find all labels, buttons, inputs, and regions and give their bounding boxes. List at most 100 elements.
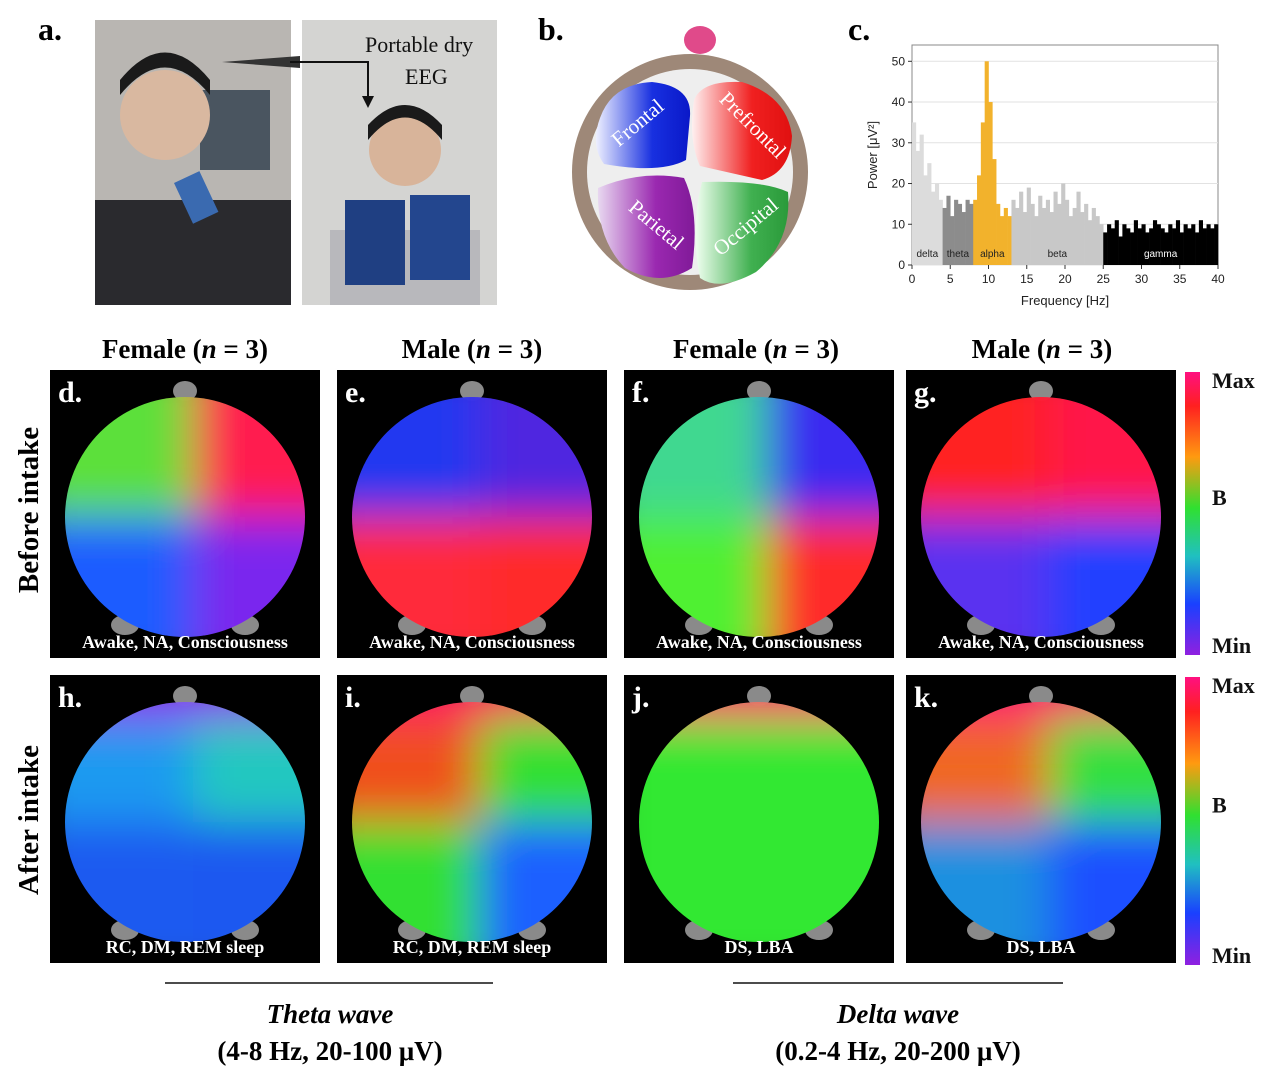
bar [1207, 224, 1211, 265]
topomap: f. Awake, NA, Consciousness [599, 357, 927, 677]
annotation: EEG [405, 64, 448, 89]
bar [1210, 228, 1214, 265]
bar [939, 200, 943, 265]
bar [1080, 212, 1084, 265]
colorbar-label: B [1212, 792, 1227, 817]
wave-name: Theta wave [267, 999, 394, 1029]
wave-detail: (0.2-4 Hz, 20-200 μV) [775, 1036, 1021, 1066]
colorbar: Max B Min [1185, 368, 1255, 658]
bar [1138, 228, 1142, 265]
bar [1038, 196, 1042, 265]
face [120, 70, 210, 160]
x-tick-label: 25 [1097, 272, 1111, 286]
y-tick-label: 10 [892, 217, 906, 231]
panel-label: h. [58, 681, 82, 714]
x-tick-label: 0 [909, 272, 916, 286]
bar [1088, 220, 1092, 265]
bar [981, 122, 985, 265]
bar [1115, 220, 1119, 265]
topomap: e. Awake, NA, Consciousness [312, 357, 640, 677]
bar [1015, 208, 1019, 265]
column-header: Female (n = 3) [102, 334, 268, 364]
state-label: Awake, NA, Consciousness [369, 632, 575, 652]
panel-label: b. [538, 11, 564, 47]
bar [1069, 216, 1073, 265]
panel-label: c. [848, 11, 870, 47]
topomap: k.DS, LBA [881, 662, 1209, 982]
bar [1076, 192, 1080, 265]
panel-label: d. [58, 376, 82, 409]
bar [1019, 192, 1023, 265]
pouch [410, 195, 470, 280]
topomap: j. DS, LBA [599, 662, 927, 982]
column-header: Male (n = 3) [402, 334, 543, 364]
colorbar-label: Max [1212, 673, 1255, 698]
colorbar-label: B [1212, 485, 1227, 510]
photos [95, 20, 497, 305]
bar [1103, 232, 1107, 265]
bar [1119, 236, 1123, 265]
colorbar-label: Min [1212, 943, 1251, 968]
monitor [200, 90, 270, 170]
panel-label: f. [632, 376, 650, 409]
band-label: alpha [980, 249, 1005, 260]
bar [1027, 188, 1031, 265]
panel-label: i. [345, 681, 361, 714]
bar [1099, 224, 1103, 265]
topomap: d. Awake, NA, Consciousness [25, 357, 353, 677]
y-tick-label: 20 [892, 177, 906, 191]
x-tick-label: 10 [982, 272, 996, 286]
state-label: Awake, NA, Consciousness [656, 632, 862, 652]
panel-label: e. [345, 376, 366, 409]
x-tick-label: 40 [1211, 272, 1225, 286]
topomap: h. RC, DM, REM sleep [25, 662, 353, 982]
bar [1187, 228, 1191, 265]
bar [916, 151, 920, 265]
band-label: beta [1048, 249, 1068, 260]
panel-label: a. [38, 11, 62, 47]
bar [1126, 228, 1130, 265]
bar [1034, 216, 1038, 265]
bar [1184, 224, 1188, 265]
bar [1096, 216, 1100, 265]
bar [1130, 232, 1134, 265]
bar [1031, 204, 1035, 265]
bar [912, 122, 916, 265]
bar [1111, 228, 1115, 265]
bar [920, 135, 924, 265]
bar [1042, 208, 1046, 265]
x-axis-label: Frequency [Hz] [1021, 293, 1109, 308]
state-label: DS, LBA [724, 937, 793, 957]
bar [1073, 208, 1077, 265]
bar [1084, 204, 1088, 265]
y-axis-label: Power [μV²] [865, 121, 880, 189]
column-header: Female (n = 3) [673, 334, 839, 364]
state-label: Awake, NA, Consciousness [938, 632, 1144, 652]
state-label: Awake, NA, Consciousness [82, 632, 288, 652]
bar [1214, 224, 1218, 265]
bar [969, 204, 973, 265]
column-header: Male (n = 3) [972, 334, 1113, 364]
bar [985, 61, 989, 265]
band-label: gamma [1144, 249, 1178, 260]
annotation: Portable dry [365, 32, 473, 57]
y-tick-label: 40 [892, 95, 906, 109]
colorbar-label: Min [1212, 633, 1251, 658]
band-label: theta [947, 249, 970, 260]
y-tick-label: 30 [892, 136, 906, 150]
colorbar-label: Max [1212, 368, 1255, 393]
bar [973, 200, 977, 265]
bar [1023, 212, 1027, 265]
panel-label: j. [631, 681, 650, 714]
x-tick-label: 20 [1058, 272, 1072, 286]
topomap: g.Awake, NA, Consciousness [881, 357, 1209, 677]
state-label: RC, DM, REM sleep [106, 937, 264, 957]
state-label: RC, DM, REM sleep [393, 937, 551, 957]
bar [1191, 224, 1195, 265]
x-tick-label: 30 [1135, 272, 1149, 286]
bar [1107, 224, 1111, 265]
y-tick-label: 50 [892, 54, 906, 68]
nose [684, 26, 716, 54]
state-label: DS, LBA [1006, 937, 1075, 957]
figure: Portable dry EEG a. b. c. Frontal Prefro… [0, 0, 1276, 1070]
